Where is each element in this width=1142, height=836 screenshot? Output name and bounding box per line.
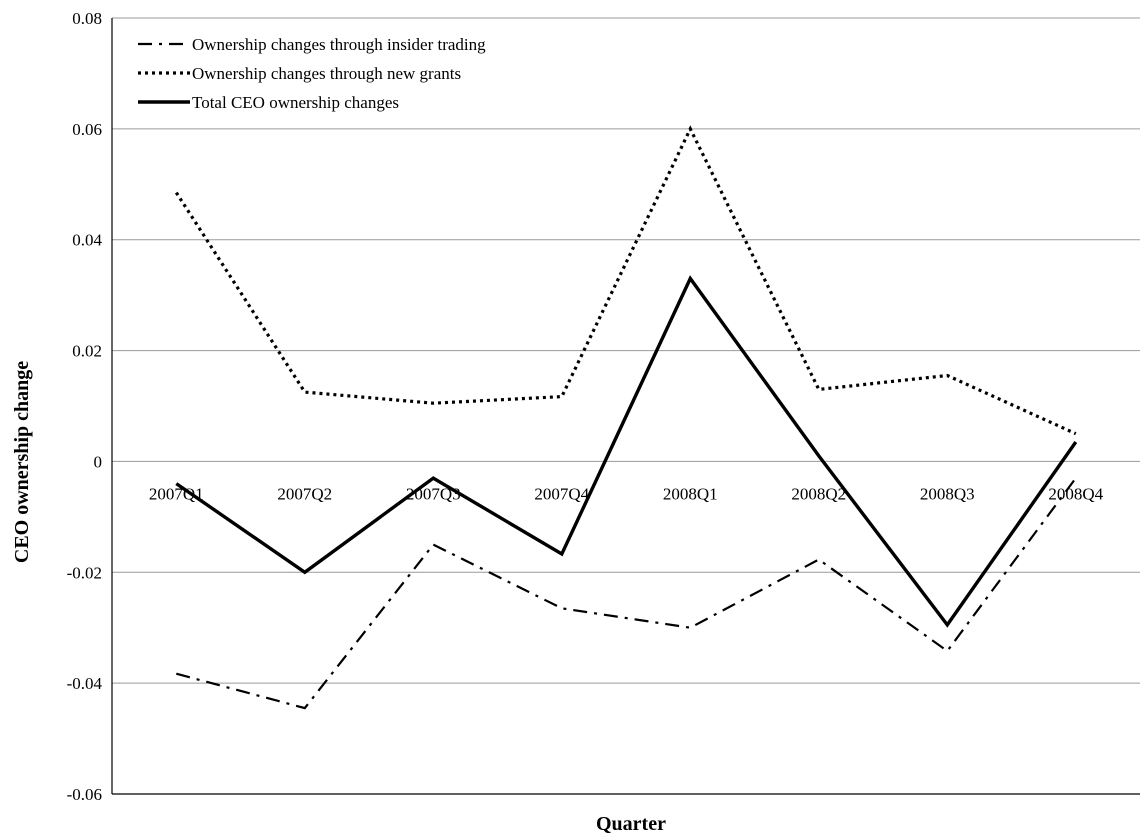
series-2-point	[176, 192, 177, 193]
series-2-point	[433, 403, 434, 404]
series-1-point	[304, 708, 305, 709]
series-lines	[174, 125, 1078, 710]
series-3-point	[818, 455, 819, 456]
series-2-point	[818, 389, 819, 390]
gridlines	[112, 17, 1140, 684]
x-tick-label: 2008Q2	[791, 484, 846, 503]
y-axis-ticks: 0.08 0.06 0.04 0.02 0 -0.02 -0.04 -0.06	[67, 9, 103, 804]
series-2-point	[1075, 433, 1076, 434]
series-3-point	[947, 624, 948, 625]
series-2-point	[304, 392, 305, 393]
series-2-point	[561, 396, 562, 397]
x-tick-label: 2007Q2	[277, 484, 332, 503]
x-tick-label: 2008Q3	[920, 484, 975, 503]
legend-label-2: Ownership changes through new grants	[192, 64, 461, 83]
y-tick-label: 0.02	[72, 342, 102, 361]
series-1-point	[690, 627, 691, 628]
y-tick-label: -0.02	[67, 563, 102, 582]
x-tick-label: 2007Q1	[149, 484, 204, 503]
series-1-point	[947, 650, 948, 651]
series-line-1	[176, 477, 1077, 710]
x-tick-label: 2008Q1	[663, 484, 718, 503]
series-2-point	[947, 375, 948, 376]
series-3-point	[304, 572, 305, 573]
series-line-3	[175, 275, 1078, 628]
axes	[111, 18, 1140, 795]
series-2-point	[690, 128, 691, 129]
x-tick-label: 2007Q4	[534, 484, 589, 503]
y-axis-title: CEO ownership change	[11, 361, 33, 563]
series-3-point	[176, 483, 177, 484]
series-3-point	[1075, 442, 1076, 443]
series-line-2	[174, 125, 1077, 436]
y-tick-label: -0.04	[67, 674, 103, 693]
y-tick-label: 0.08	[72, 9, 102, 28]
y-tick-label: 0.04	[72, 231, 102, 250]
legend-label-3: Total CEO ownership changes	[192, 93, 399, 112]
series-3-point	[561, 553, 562, 554]
y-tick-label: 0.06	[72, 120, 102, 139]
x-tick-label: 2008Q4	[1048, 484, 1103, 503]
x-axis-category-labels: 2007Q1 2007Q2 2007Q3 2007Q4 2008Q1 2008Q2 2008…	[149, 484, 1104, 503]
legend-label-1: Ownership changes through insider tradin…	[192, 35, 486, 54]
x-axis-title: Quarter	[596, 813, 666, 835]
series-3-point	[690, 278, 691, 279]
series-1-point	[176, 673, 177, 674]
y-tick-label: -0.06	[67, 785, 102, 804]
series-1-point	[1075, 478, 1076, 479]
series-1-point	[818, 559, 819, 560]
series-1-point	[561, 608, 562, 609]
y-tick-label: 0	[94, 452, 103, 471]
series-1-point	[433, 544, 434, 545]
legend: Ownership changes through insider tradin…	[138, 35, 486, 112]
series-3-point	[433, 478, 434, 479]
